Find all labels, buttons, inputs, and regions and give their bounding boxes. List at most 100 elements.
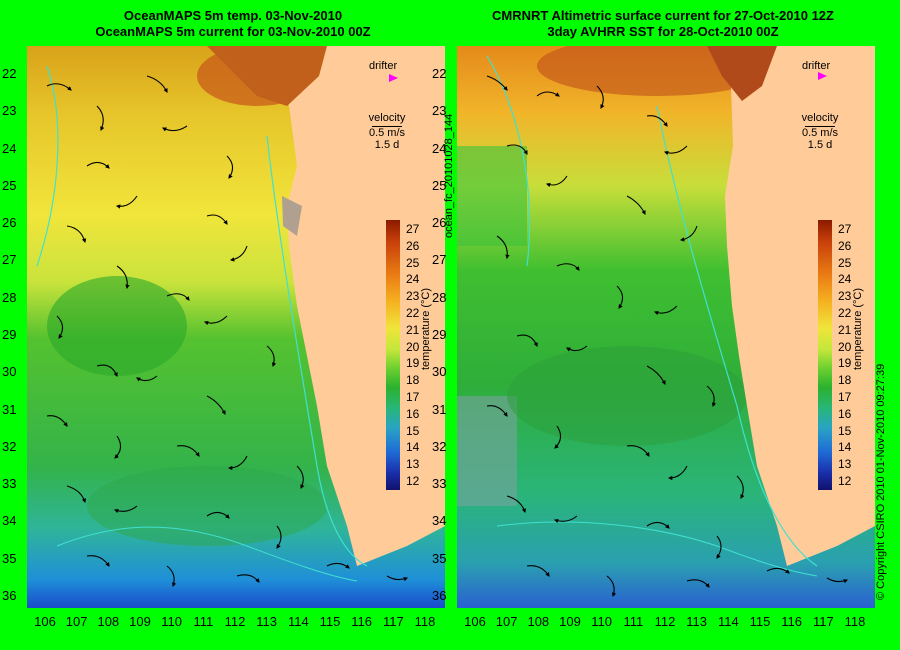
- left-drifter-legend: drifter: [369, 60, 398, 82]
- colorbar-tick-label: 27: [838, 222, 852, 236]
- colorbar-gradient: [386, 220, 400, 490]
- colorbar-tick-label: 18: [838, 373, 852, 388]
- latitude-label: 33: [2, 476, 17, 492]
- latitude-label: 31: [432, 401, 447, 417]
- longitude-label: 118: [414, 614, 436, 629]
- longitude-label: 116: [351, 614, 373, 629]
- latitude-label: 34: [432, 513, 447, 529]
- longitude-label: 113: [686, 614, 708, 629]
- latitude-label: 34: [2, 513, 17, 529]
- longitude-label: 110: [591, 614, 613, 629]
- colorbar-tick-label: 17: [406, 390, 420, 404]
- longitude-label: 114: [287, 614, 309, 629]
- colorbar-tick-label: 13: [406, 457, 420, 472]
- left-velocity-legend: velocity 0.5 m/s 1.5 d: [362, 112, 412, 151]
- latitude-label: 30: [432, 364, 447, 380]
- colorbar-tick-label: 18: [406, 373, 420, 388]
- right-drifter-legend: drifter: [802, 60, 831, 80]
- right-title-line1: CMRNRT Altimetric surface current for 27…: [492, 8, 834, 23]
- velocity-label: velocity: [801, 112, 839, 124]
- colorbar-tick-label: 25: [406, 255, 420, 270]
- colorbar-tick-label: 20: [838, 339, 852, 354]
- colorbar-tick-label: 17: [838, 390, 852, 404]
- colorbar-tick-label: 22: [838, 306, 852, 320]
- longitude-label: 114: [717, 614, 739, 629]
- velocity-duration: 1.5 d: [374, 139, 400, 151]
- velocity-scale-arrow: [372, 126, 402, 127]
- longitude-label: 112: [654, 614, 676, 629]
- colorbar-tick-label: 12: [838, 474, 852, 488]
- drifter-label: drifter: [802, 60, 831, 72]
- left-panel-title: OceanMAPS 5m temp. 03-Nov-2010 OceanMAPS…: [28, 8, 438, 40]
- latitude-label: 25: [2, 177, 17, 193]
- latitude-label: 35: [2, 550, 17, 566]
- latitude-label: 26: [432, 215, 447, 231]
- velocity-speed: 0.5 m/s: [801, 127, 839, 139]
- copyright-text: © Copyright CSIRO 2010 01-Nov-2010 09:27…: [875, 363, 887, 600]
- left-latitude-axis: 22 23 24 25 26 27 28 29 30 31 32 33 34 35 36: [0, 46, 26, 608]
- right-latitude-axis: 22 23 24 25 26 27 28 29 30 31 32 33 34 35 36: [430, 46, 456, 608]
- latitude-label: 22: [2, 66, 17, 81]
- latitude-label: 27: [432, 252, 447, 268]
- filename-text: ocean_fc_20101028_144: [443, 113, 455, 238]
- latitude-label: 31: [2, 401, 17, 417]
- right-sst-map: [457, 46, 875, 608]
- longitude-label: 117: [812, 614, 834, 629]
- latitude-label: 23: [2, 103, 17, 119]
- colorbar-tick-label: 21: [838, 322, 852, 337]
- colorbar-tick-label: 16: [838, 406, 852, 421]
- longitude-label: 117: [382, 614, 404, 629]
- longitude-label: 110: [161, 614, 183, 629]
- left-colorbar: 27 26 25 24 23 22 21 20 19 18 17 16 15 14 13 12 tempera…: [386, 220, 446, 492]
- latitude-label: 24: [2, 140, 17, 156]
- velocity-speed: 0.5 m/s: [368, 127, 406, 139]
- colorbar-tick-label: 14: [406, 440, 420, 455]
- longitude-label: 111: [623, 614, 644, 629]
- velocity-label: velocity: [368, 112, 406, 124]
- drifter-label: drifter: [369, 60, 398, 72]
- colorbar-tick-label: 12: [406, 474, 420, 488]
- colorbar-tick-label: 15: [838, 423, 852, 438]
- longitude-label: 118: [844, 614, 866, 629]
- latitude-label: 26: [2, 215, 17, 231]
- colorbar-gradient: [818, 220, 832, 490]
- longitude-label: 116: [781, 614, 803, 629]
- colorbar-tick-label: 14: [838, 440, 852, 455]
- longitude-label: 108: [97, 614, 120, 629]
- longitude-label: 107: [495, 614, 518, 629]
- longitude-label: 113: [256, 614, 278, 629]
- colorbar-tick-label: 23: [406, 289, 420, 304]
- left-title-line2: OceanMAPS 5m current for 03-Nov-2010 00Z: [95, 24, 371, 39]
- latitude-label: 28: [2, 289, 17, 305]
- latitude-label: 32: [2, 438, 17, 454]
- latitude-label: 28: [432, 289, 447, 305]
- right-map-panel: [457, 46, 875, 608]
- right-panel-title: CMRNRT Altimetric surface current for 27…: [458, 8, 868, 40]
- left-map-panel: [27, 46, 445, 608]
- colorbar-tick-label: 20: [406, 339, 420, 354]
- latitude-label: 32: [432, 438, 447, 454]
- right-velocity-legend: velocity 0.5 m/s 1.5 d: [795, 112, 845, 151]
- left-title-line1: OceanMAPS 5m temp. 03-Nov-2010: [123, 8, 343, 23]
- colorbar-tick-label: 25: [838, 255, 852, 270]
- latitude-label: 24: [432, 140, 447, 156]
- velocity-scale-arrow: [805, 126, 835, 127]
- colorbar-tick-label: 19: [838, 356, 852, 371]
- longitude-label: 111: [193, 614, 214, 629]
- colorbar-label: temperature (°C): [852, 287, 864, 370]
- latitude-label: 35: [432, 550, 447, 566]
- longitude-label: 106: [34, 614, 56, 629]
- colorbar-tick-label: 13: [838, 457, 852, 472]
- colorbar-tick-label: 23: [838, 289, 852, 304]
- latitude-label: 29: [432, 327, 447, 342]
- colorbar-label: temperature (°C): [420, 287, 432, 370]
- colorbar-tick-label: 26: [838, 238, 852, 253]
- latitude-label: 36: [2, 588, 17, 603]
- drifter-marker-icon: [818, 72, 827, 80]
- longitude-label: 108: [527, 614, 550, 629]
- colorbar-tick-label: 22: [406, 306, 420, 320]
- left-longitude-axis: 106 107 108 109 110 111 112 113 114 115 116 117 118: [0, 614, 450, 634]
- colorbar-tick-label: 19: [406, 356, 420, 371]
- colorbar-tick-label: 15: [406, 423, 420, 438]
- velocity-duration: 1.5 d: [807, 139, 833, 151]
